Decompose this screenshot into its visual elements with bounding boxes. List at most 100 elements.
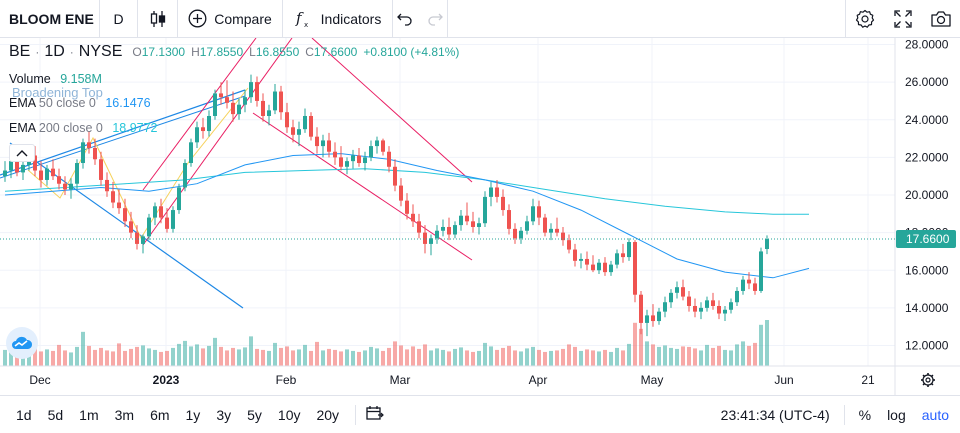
candle: [255, 76, 259, 107]
candle: [141, 234, 145, 254]
legend-collapse-button[interactable]: [9, 144, 35, 162]
candle-body: [681, 287, 685, 297]
candle-body: [591, 264, 595, 271]
range-button-20y[interactable]: 20y: [316, 406, 340, 423]
candle-body: [303, 115, 307, 130]
chart-type-button[interactable]: [138, 0, 178, 38]
tradingview-logo[interactable]: [6, 327, 38, 359]
symbol-search-button[interactable]: BLOOM ENE: [0, 0, 100, 38]
candle-body: [75, 163, 79, 184]
candle: [591, 255, 595, 273]
range-button-5d[interactable]: 5d: [47, 406, 64, 423]
volume-bar: [357, 351, 361, 366]
legend-ema50-row[interactable]: EMA 50 close 0 16.1476: [9, 97, 151, 110]
y-tick-label: 24.0000: [905, 113, 949, 127]
volume-bar: [747, 345, 751, 366]
candle: [369, 140, 373, 162]
volume-bar: [627, 343, 631, 366]
volume-bar: [153, 349, 157, 366]
x-tick-label: Apr: [529, 373, 548, 387]
candle-body: [111, 191, 115, 203]
candle: [321, 134, 325, 158]
range-button-10y[interactable]: 10y: [277, 406, 301, 423]
clock-timezone[interactable]: 23:41:34 (UTC-4): [721, 405, 845, 425]
y-tick-label: 22.0000: [905, 150, 949, 164]
volume-bar: [69, 352, 73, 366]
candle-body: [51, 168, 55, 177]
volume-bar: [741, 341, 745, 366]
fullscreen-button[interactable]: [884, 0, 922, 38]
axes: 12.000014.000016.000018.000020.000022.00…: [0, 38, 960, 395]
range-button-3m[interactable]: 3m: [114, 406, 135, 423]
broadening-top-label[interactable]: Broadening Top: [12, 85, 103, 100]
price-chart[interactable]: 12.000014.000016.000018.000020.000022.00…: [0, 38, 960, 395]
compare-button[interactable]: Compare: [178, 0, 283, 38]
legend-symbol[interactable]: BE: [9, 43, 31, 60]
candle: [189, 138, 193, 167]
candle: [411, 204, 415, 227]
volume-bar: [585, 349, 589, 366]
legend-separator: ·: [35, 45, 40, 59]
candle-body: [123, 208, 127, 222]
candles[interactable]: [3, 74, 769, 337]
legend-interval: 1D: [44, 43, 65, 60]
candle: [339, 146, 343, 171]
volume-bar: [489, 346, 493, 366]
candle: [237, 99, 241, 120]
range-button-3y[interactable]: 3y: [216, 406, 232, 423]
y-tick-label: 12.0000: [905, 339, 949, 353]
candle-body: [507, 210, 511, 229]
volume-bar: [597, 351, 601, 366]
candle: [159, 198, 163, 224]
candle: [651, 304, 655, 327]
candle: [531, 198, 535, 226]
candle-body: [633, 242, 637, 295]
candle: [195, 121, 199, 148]
volume-bar: [159, 351, 163, 366]
indicators-button[interactable]: f x Indicators: [283, 0, 393, 38]
range-button-6m[interactable]: 6m: [150, 406, 170, 423]
interval-button[interactable]: D: [100, 0, 138, 38]
snapshot-button[interactable]: [922, 0, 960, 38]
range-button-5y[interactable]: 5y: [247, 406, 262, 423]
candle-body: [657, 311, 661, 322]
legend-ema200-row[interactable]: EMA 200 close 0 18.9772: [9, 122, 158, 135]
percent-toggle[interactable]: %: [858, 407, 872, 423]
candle: [3, 161, 7, 182]
candle-body: [465, 215, 469, 222]
candle-body: [33, 155, 37, 171]
volume-bar: [183, 340, 187, 366]
volume-bar: [495, 349, 499, 366]
settings-button[interactable]: [846, 0, 884, 38]
volume-bar: [759, 324, 763, 366]
axis-settings-icon[interactable]: [921, 373, 935, 387]
camera-icon: [931, 11, 951, 27]
range-button-1d[interactable]: 1d: [16, 406, 32, 423]
fullscreen-icon: [894, 10, 912, 28]
range-button-1m[interactable]: 1m: [79, 406, 99, 423]
auto-toggle[interactable]: auto: [921, 407, 949, 423]
volume-bar: [639, 328, 643, 366]
log-toggle[interactable]: log: [887, 407, 906, 423]
volume-bar: [381, 350, 385, 366]
candle-body: [459, 215, 463, 226]
toolbar-divider: [845, 0, 846, 38]
volume-bar: [651, 344, 655, 366]
redo-icon[interactable]: [427, 12, 443, 26]
grid: [0, 38, 895, 366]
undo-icon[interactable]: [397, 12, 413, 26]
goto-date-button[interactable]: [366, 405, 384, 424]
candle: [441, 219, 445, 237]
candle: [207, 110, 211, 137]
candle-body: [69, 183, 73, 190]
volume-bar: [33, 347, 37, 366]
y-tick-label: 14.0000: [905, 301, 949, 315]
legend-volume-row[interactable]: Volume 9.158M: [9, 73, 102, 86]
candle-body: [429, 238, 433, 244]
candle-body: [555, 228, 559, 233]
volume-bar: [87, 345, 91, 366]
volume-bar: [39, 351, 43, 366]
candle-body: [291, 127, 295, 135]
range-button-1y[interactable]: 1y: [185, 406, 201, 423]
volume-bar: [591, 350, 595, 366]
